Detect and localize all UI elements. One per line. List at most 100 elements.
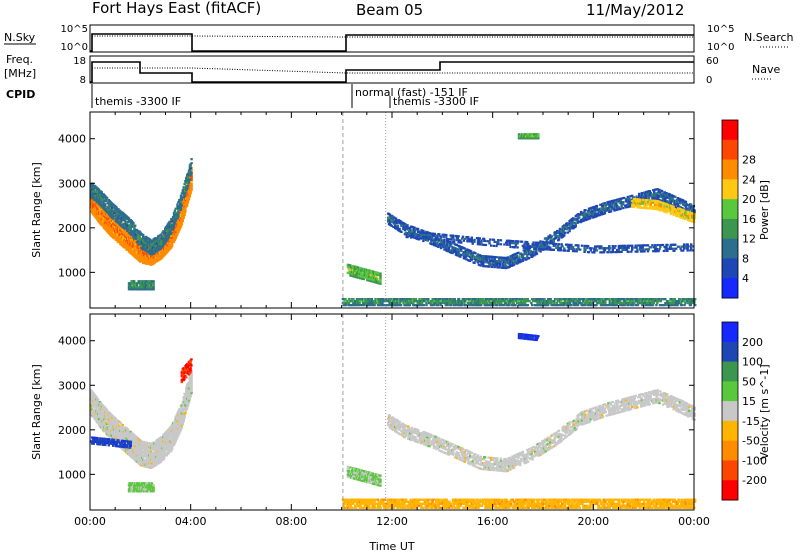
power-cell xyxy=(531,304,533,306)
power-cell xyxy=(563,247,565,249)
nsky-panel: N.Sky 10^5 10^0 10^5 10^0 N.Search xyxy=(4,24,794,53)
power-cell xyxy=(583,251,585,253)
power-cell xyxy=(630,251,632,253)
power-cell xyxy=(646,199,648,201)
power-cell xyxy=(627,247,629,249)
power-cell xyxy=(182,220,184,222)
power-cell xyxy=(583,298,585,300)
power-cell xyxy=(549,247,551,249)
power-cell xyxy=(632,300,634,302)
power-cell xyxy=(522,260,524,262)
power-cell xyxy=(568,250,570,252)
power-cell xyxy=(648,248,650,250)
power-cell xyxy=(393,300,395,302)
power-cell xyxy=(376,278,378,280)
power-cell xyxy=(553,249,555,251)
power-cell xyxy=(631,249,633,251)
power-cell xyxy=(345,304,347,306)
power-cell xyxy=(642,199,644,201)
power-cell xyxy=(619,300,621,302)
power-cell xyxy=(509,244,511,246)
power-cell xyxy=(396,302,398,304)
power-cell xyxy=(373,304,375,306)
power-cell xyxy=(495,245,497,247)
power-cell xyxy=(180,225,182,227)
power-cell xyxy=(521,241,523,243)
power-cell xyxy=(578,216,580,218)
power-cell xyxy=(461,302,463,304)
power-cell xyxy=(673,206,675,208)
power-cell xyxy=(179,227,181,229)
power-cell xyxy=(180,207,182,209)
power-cell xyxy=(452,237,454,239)
power-cell xyxy=(509,302,511,304)
power-cell xyxy=(186,188,188,190)
power-cell xyxy=(435,237,437,239)
power-cell xyxy=(105,200,107,202)
power-cell xyxy=(650,246,652,248)
power-cell xyxy=(541,244,543,246)
power-cell xyxy=(568,230,570,232)
power-cell xyxy=(175,235,177,237)
power-cell xyxy=(588,251,590,253)
power-cell xyxy=(152,284,154,286)
power-cell xyxy=(622,201,624,203)
power-cell xyxy=(348,302,350,304)
power-cell xyxy=(171,245,173,247)
power-cell xyxy=(379,279,381,281)
power-cell xyxy=(512,300,514,302)
cpid-entry-3: themis -3300 IF xyxy=(393,95,479,108)
power-cell xyxy=(104,203,106,205)
power-cell xyxy=(521,298,523,300)
power-cell xyxy=(516,254,518,256)
power-cell xyxy=(563,234,565,236)
power-cell xyxy=(480,242,482,244)
power-cell xyxy=(554,245,556,247)
power-cell xyxy=(584,304,586,306)
power-cell xyxy=(563,304,565,306)
power-cell xyxy=(524,245,526,247)
power-cell xyxy=(417,228,419,230)
power-cell xyxy=(417,231,419,233)
power-cell xyxy=(410,236,412,238)
power-cell xyxy=(398,228,400,230)
power-cell xyxy=(529,245,531,247)
power-cell xyxy=(614,245,616,247)
power-cell xyxy=(468,300,470,302)
power-cell xyxy=(160,248,162,250)
nsearch-tick-bottom: 10^0 xyxy=(707,42,734,53)
power-cell xyxy=(411,233,413,235)
power-cell xyxy=(183,195,185,197)
cpid-label: CPID xyxy=(6,88,35,101)
power-cell xyxy=(486,259,488,261)
power-cell xyxy=(647,250,649,252)
power-cell xyxy=(479,302,481,304)
power-cell xyxy=(348,298,350,300)
power-cell xyxy=(190,181,192,183)
power-cell xyxy=(352,298,354,300)
power-cell xyxy=(528,300,530,302)
power-cell xyxy=(502,263,504,265)
power-cell xyxy=(450,239,452,241)
power-cell xyxy=(524,302,526,304)
power-cell xyxy=(683,243,685,245)
nsky-tick-top: 10^5 xyxy=(61,24,88,35)
power-cell xyxy=(558,239,560,241)
power-cell xyxy=(626,249,628,251)
power-cell xyxy=(537,133,539,135)
power-cell xyxy=(497,241,499,243)
power-cell xyxy=(491,266,493,268)
power-cell xyxy=(379,283,381,285)
power-cell xyxy=(561,245,563,247)
power-cell xyxy=(584,209,586,211)
power-cell xyxy=(488,300,490,302)
power-cell xyxy=(632,304,634,306)
power-cell xyxy=(543,298,545,300)
power-cell xyxy=(529,247,531,249)
power-cell xyxy=(136,284,138,286)
power-cell xyxy=(452,235,454,237)
power-cell xyxy=(433,304,435,306)
power-cell xyxy=(470,250,472,252)
power-cell xyxy=(675,248,677,250)
